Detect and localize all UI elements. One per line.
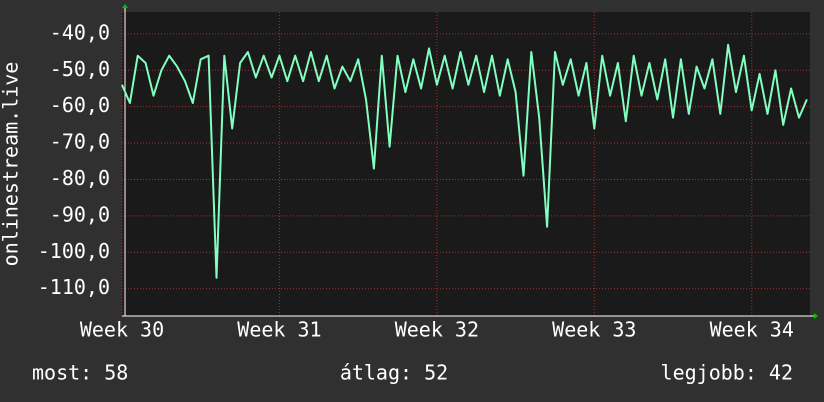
y-tick-label: -100,0 (38, 239, 110, 263)
plot-area (122, 12, 810, 316)
y-tick-label: -60,0 (50, 93, 110, 117)
stat-current: most: 58 (32, 361, 128, 385)
x-tick-label: Week 34 (710, 318, 794, 342)
y-tick-label: -70,0 (50, 130, 110, 154)
axis-arrow (814, 313, 818, 319)
data-line (121, 43, 808, 279)
y-tick-label: -50,0 (50, 57, 110, 81)
y-tick-label: -110,0 (38, 275, 110, 299)
y-tick-label: -90,0 (50, 202, 110, 226)
y-tick-label: -40,0 (50, 20, 110, 44)
x-tick-label: Week 33 (552, 318, 636, 342)
y-tick-label: -80,0 (50, 166, 110, 190)
axis-arrow (122, 4, 128, 8)
y-axis-label: onlinestream.live (0, 62, 23, 267)
x-tick-label: Week 32 (395, 318, 479, 342)
stat-average: átlag: 52 (340, 361, 448, 385)
x-tick-label: Week 30 (80, 318, 164, 342)
x-tick-label: Week 31 (237, 318, 321, 342)
stat-best: legjobb: 42 (661, 361, 793, 385)
